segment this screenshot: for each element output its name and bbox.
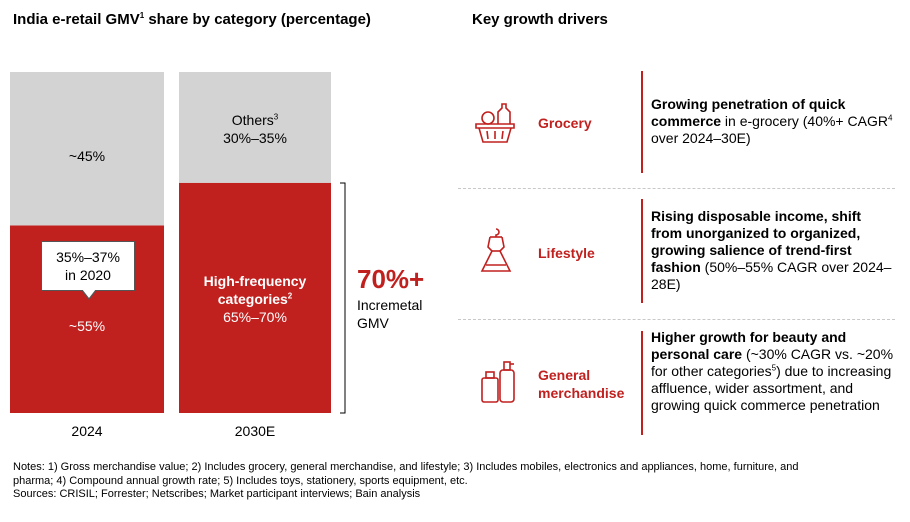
- footnote-line-1: Notes: 1) Gross merchandise value; 2) In…: [13, 461, 799, 473]
- incremental-label-2: GMV: [357, 315, 389, 331]
- incremental-value: 70%+: [357, 264, 425, 294]
- bar-2030-others-label: 30%–35%: [223, 130, 287, 146]
- driver-label-general-1: General: [538, 367, 591, 383]
- bar-2030e-others: [179, 72, 331, 183]
- incremental-bracket: [340, 182, 346, 414]
- grocery-basket-icon: [475, 103, 515, 143]
- separator-1: [458, 188, 895, 189]
- driver-label-lifestyle: Lifestyle: [538, 245, 595, 261]
- dress-hanger-icon: [480, 228, 512, 272]
- cosmetics-bottle-icon: [481, 361, 515, 403]
- driver-desc-general: Higher growth for beauty and personal ca…: [651, 329, 894, 413]
- separator-2: [458, 319, 895, 320]
- driver-divider-general: [641, 331, 643, 435]
- driver-divider-lifestyle: [641, 199, 643, 303]
- incremental-label-1: Incremetal: [357, 297, 423, 313]
- driver-label-grocery: Grocery: [538, 115, 592, 131]
- x-tick-2030e: 2030E: [234, 423, 276, 439]
- callout-2020: 35%–37% in 2020: [41, 241, 135, 291]
- driver-desc-grocery: Growing penetration of quick commerce in…: [651, 96, 893, 146]
- drivers-title: Key growth drivers: [472, 11, 608, 28]
- bar-2030-hf-name-1: High-frequency: [203, 273, 307, 289]
- driver-desc-lifestyle: Rising disposable income, shift from uno…: [651, 208, 892, 292]
- bar-2024-others-label: ~45%: [68, 148, 106, 164]
- footnote-line-2: pharma; 4) Compound annual growth rate; …: [13, 474, 468, 487]
- x-tick-2024: 2024: [71, 423, 103, 439]
- driver-label-general-2: merchandise: [538, 385, 625, 401]
- bar-2024-others: [10, 72, 164, 226]
- sources-line: Sources: CRISIL; Forrester; Netscribes; …: [13, 488, 421, 500]
- bar-2030e-high-frequency: [179, 182, 331, 413]
- bar-2030-others-name: Others3: [231, 112, 279, 128]
- driver-divider-grocery: [641, 71, 643, 173]
- callout-tail-inner: [82, 289, 96, 298]
- chart-title: India e-retail GMV1 share by category (p…: [13, 11, 371, 28]
- bar-2030-hf-name-2: categories2: [217, 291, 293, 307]
- bar-2030-hf-label: 65%–70%: [223, 309, 287, 325]
- footnotes: Notes: 1) Gross merchandise value; 2) In…: [13, 461, 898, 502]
- bar-2024-hf-label: ~55%: [68, 318, 106, 334]
